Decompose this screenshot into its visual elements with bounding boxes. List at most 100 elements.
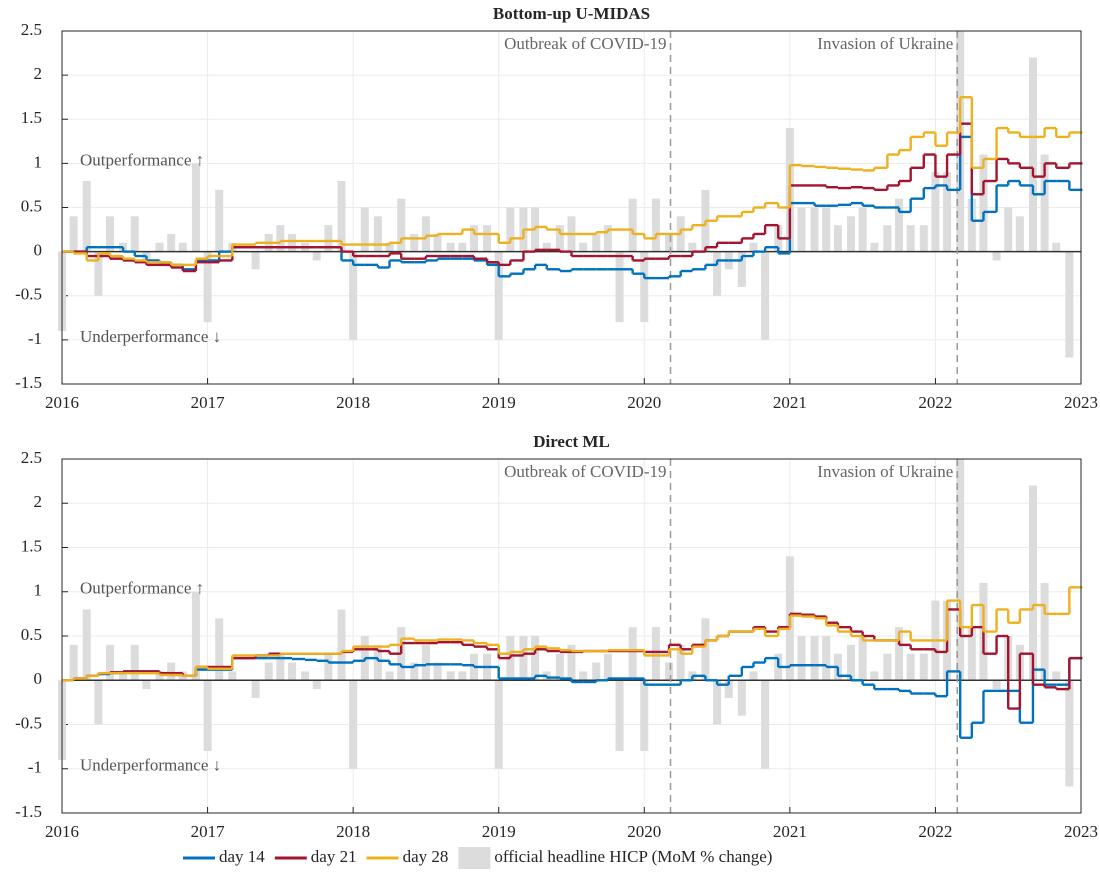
bar xyxy=(506,207,515,252)
bar xyxy=(956,459,965,681)
note: Outperformance ↑ xyxy=(80,150,204,169)
bar xyxy=(215,618,224,681)
bar xyxy=(761,680,770,769)
legend-label: day 14 xyxy=(219,847,265,866)
bar xyxy=(373,216,382,252)
bar xyxy=(810,636,819,681)
event-label: Invasion of Ukraine xyxy=(817,462,953,481)
y-tick-label: 1.5 xyxy=(21,536,42,555)
chart-title: Bottom-up U-MIDAS xyxy=(493,4,650,23)
bar xyxy=(592,233,601,252)
bar xyxy=(640,251,649,323)
bar xyxy=(640,680,649,752)
bar xyxy=(979,154,988,252)
y-tick-label: 2 xyxy=(34,64,43,83)
bar xyxy=(833,225,842,252)
bar xyxy=(797,636,806,681)
x-tick-label: 2017 xyxy=(191,393,226,412)
bar xyxy=(130,644,139,681)
y-tick-label: 1 xyxy=(34,581,43,600)
bar xyxy=(349,680,358,769)
bar xyxy=(883,653,892,681)
bar xyxy=(494,680,503,769)
y-tick-label: 0.5 xyxy=(21,196,42,215)
bar xyxy=(215,189,224,252)
bar xyxy=(628,198,637,252)
legend-swatch xyxy=(458,847,491,869)
bar xyxy=(288,662,297,681)
bar xyxy=(967,198,976,252)
bar xyxy=(906,653,915,681)
y-tick-label: 1.5 xyxy=(21,108,42,127)
bar xyxy=(688,242,697,252)
bar xyxy=(531,636,540,681)
bar xyxy=(276,225,285,252)
bar xyxy=(567,644,576,681)
note: Outperformance ↑ xyxy=(80,579,204,598)
bar xyxy=(167,662,176,681)
bar xyxy=(337,181,346,252)
y-tick-label: -0.5 xyxy=(15,285,42,304)
bar xyxy=(119,671,128,681)
note: Underperformance ↓ xyxy=(80,327,221,346)
bar xyxy=(433,233,442,252)
bar xyxy=(1040,582,1049,681)
bar xyxy=(385,242,394,252)
bar xyxy=(178,242,187,252)
bar xyxy=(167,233,176,252)
x-tick-label: 2019 xyxy=(482,822,516,841)
event-label: Outbreak of COVID-19 xyxy=(504,34,666,53)
bar xyxy=(324,225,333,252)
bar xyxy=(992,251,1001,261)
x-tick-label: 2022 xyxy=(918,393,952,412)
bar xyxy=(349,251,358,340)
axes-box xyxy=(61,458,1082,814)
bar xyxy=(992,680,1001,690)
bar xyxy=(301,671,310,681)
y-tick-label: -0.5 xyxy=(15,713,42,732)
y-tick-label: 0 xyxy=(34,669,43,688)
bar xyxy=(94,251,103,296)
x-tick-label: 2023 xyxy=(1064,822,1098,841)
y-tick-label: -1.5 xyxy=(15,802,42,821)
bar xyxy=(1052,671,1061,681)
chart-title: Direct ML xyxy=(533,432,610,451)
bar xyxy=(737,251,746,287)
bar xyxy=(312,680,321,690)
axes-box xyxy=(61,30,1082,385)
bar xyxy=(603,653,612,681)
bar xyxy=(846,644,855,681)
legend-label: day 28 xyxy=(403,847,449,866)
y-tick-label: -1.5 xyxy=(15,373,42,392)
x-tick-label: 2018 xyxy=(336,822,370,841)
bar xyxy=(858,636,867,681)
y-tick-label: 1 xyxy=(34,152,43,171)
bar xyxy=(858,207,867,252)
y-tick-label: 0 xyxy=(34,241,43,260)
bar xyxy=(106,216,115,252)
bar xyxy=(883,225,892,252)
bar xyxy=(737,680,746,716)
bar xyxy=(397,198,406,252)
bar xyxy=(1028,57,1037,252)
x-tick-label: 2018 xyxy=(336,393,370,412)
y-tick-label: 0.5 xyxy=(21,625,42,644)
x-tick-label: 2021 xyxy=(773,393,807,412)
bar xyxy=(203,251,212,323)
x-tick-label: 2019 xyxy=(482,393,516,412)
x-tick-label: 2021 xyxy=(773,822,807,841)
bar xyxy=(810,207,819,252)
bar xyxy=(228,671,237,681)
bar xyxy=(603,225,612,252)
bar xyxy=(870,242,879,252)
bar xyxy=(446,242,455,252)
bar xyxy=(494,251,503,340)
bar xyxy=(665,233,674,252)
y-tick-label: -1 xyxy=(28,329,42,348)
bar xyxy=(615,680,624,752)
bar xyxy=(822,207,831,252)
bar xyxy=(906,225,915,252)
bar xyxy=(312,251,321,261)
